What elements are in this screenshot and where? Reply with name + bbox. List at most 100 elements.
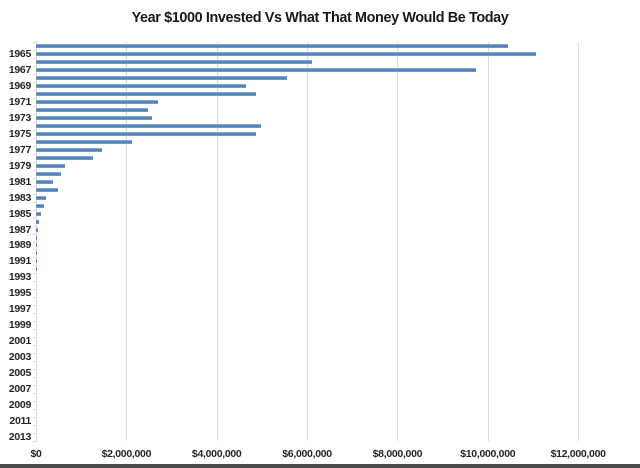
bar-1973 xyxy=(36,115,152,120)
y-axis-label: 2011 xyxy=(9,415,31,428)
y-axis-tick xyxy=(33,409,36,411)
y-axis-tick xyxy=(33,121,36,123)
y-axis-tick xyxy=(33,273,36,275)
y-axis-tick xyxy=(33,201,36,203)
y-axis-tick xyxy=(33,393,36,395)
bar-1970 xyxy=(36,91,256,96)
bar-1971 xyxy=(36,99,159,104)
y-axis-label: 1987 xyxy=(8,223,31,236)
bar-1981 xyxy=(36,179,54,184)
x-axis-label: $12,000,000 xyxy=(550,448,606,460)
y-axis-tick xyxy=(33,129,36,131)
y-axis-tick xyxy=(33,225,36,227)
y-axis-tick xyxy=(33,73,36,75)
y-axis-tick xyxy=(33,105,36,107)
bar-1979 xyxy=(36,163,65,168)
x-axis-label: $6,000,000 xyxy=(282,448,332,460)
y-axis-label: 1991 xyxy=(8,255,31,268)
y-axis-label: 2013 xyxy=(8,431,31,443)
y-axis-line xyxy=(36,42,37,441)
y-axis-label: 1997 xyxy=(8,303,31,316)
y-axis-tick xyxy=(33,233,36,235)
y-axis-label: 1983 xyxy=(8,191,31,204)
y-axis-tick xyxy=(33,137,36,139)
y-axis-label: 1985 xyxy=(8,207,31,220)
bar-1983 xyxy=(36,195,46,200)
y-axis-label: 1979 xyxy=(8,159,31,172)
y-axis-label: 1981 xyxy=(8,175,31,188)
x-axis-label: $8,000,000 xyxy=(372,448,423,460)
y-axis-tick xyxy=(33,49,36,51)
y-axis-tick xyxy=(33,297,36,299)
y-axis-tick xyxy=(33,321,36,323)
y-axis-tick xyxy=(33,153,36,155)
bar-1975 xyxy=(36,131,256,136)
y-axis-tick xyxy=(33,161,36,163)
bar-1964 xyxy=(36,43,508,48)
y-axis-tick xyxy=(33,385,36,387)
y-axis-label: 1977 xyxy=(8,143,31,156)
bottom-dark-strip xyxy=(0,464,640,468)
bar-1965 xyxy=(36,51,536,56)
bar-1969 xyxy=(36,83,247,88)
bar-1967 xyxy=(36,67,476,72)
bar-1991 xyxy=(36,259,37,264)
x-axis-label: $4,000,000 xyxy=(191,448,242,460)
y-axis-tick xyxy=(33,97,36,99)
y-axis-tick xyxy=(33,417,36,419)
y-axis-tick xyxy=(33,345,36,347)
y-axis-label: 2005 xyxy=(8,367,31,380)
y-axis-label: 2001 xyxy=(8,335,31,348)
y-axis-label: 1965 xyxy=(8,47,31,60)
y-axis-tick xyxy=(33,329,36,331)
bar-1977 xyxy=(36,147,102,152)
bar-1987 xyxy=(36,227,38,232)
y-axis-tick xyxy=(33,57,36,59)
y-axis-tick xyxy=(33,289,36,291)
y-axis-tick xyxy=(33,65,36,67)
y-axis-tick xyxy=(33,113,36,115)
y-axis-tick xyxy=(33,81,36,83)
y-axis-tick xyxy=(33,441,36,442)
y-axis-tick xyxy=(33,265,36,267)
bar-1976 xyxy=(36,139,133,144)
x-axis-label: $0 xyxy=(30,448,42,460)
bar-1990 xyxy=(36,251,37,256)
vertical-gridline xyxy=(397,42,399,441)
y-axis-tick xyxy=(33,433,36,435)
y-axis-tick xyxy=(33,249,36,251)
vertical-gridline xyxy=(216,42,218,441)
x-axis-label: $10,000,000 xyxy=(460,448,516,460)
y-axis-tick xyxy=(33,361,36,363)
y-axis-tick xyxy=(33,369,36,371)
y-axis-tick xyxy=(33,217,36,219)
y-axis-label: 1973 xyxy=(8,111,31,124)
bar-1986 xyxy=(36,219,39,224)
y-axis-tick xyxy=(33,281,36,283)
y-axis-label: 2007 xyxy=(8,383,31,396)
bar-1992 xyxy=(36,267,37,272)
y-axis-label: 2003 xyxy=(8,351,31,364)
y-axis-tick xyxy=(33,89,36,91)
vertical-gridline xyxy=(126,42,128,441)
y-axis-label: 1989 xyxy=(8,239,31,252)
y-axis-tick xyxy=(33,425,36,427)
bar-1980 xyxy=(36,171,61,176)
y-axis-tick xyxy=(33,177,36,179)
y-axis-tick xyxy=(33,337,36,339)
y-axis-label: 1993 xyxy=(8,271,31,284)
chart-title: Year $1000 Invested Vs What That Money W… xyxy=(131,9,509,26)
y-axis-tick xyxy=(33,193,36,195)
y-axis-tick xyxy=(33,377,36,379)
vertical-gridline xyxy=(307,42,309,441)
y-axis-label: 1999 xyxy=(8,319,31,332)
vertical-gridline xyxy=(578,42,580,441)
y-axis-label: 1969 xyxy=(8,79,31,92)
bar-1989 xyxy=(36,243,38,248)
y-axis-tick xyxy=(33,305,36,307)
bar-1974 xyxy=(36,123,262,128)
bar-1978 xyxy=(36,155,94,160)
y-axis-tick xyxy=(33,185,36,187)
